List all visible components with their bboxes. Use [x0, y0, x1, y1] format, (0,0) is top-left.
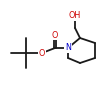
Text: O: O: [52, 31, 58, 39]
Text: O: O: [39, 48, 45, 58]
Text: OH: OH: [69, 12, 81, 21]
Text: N: N: [65, 43, 71, 53]
